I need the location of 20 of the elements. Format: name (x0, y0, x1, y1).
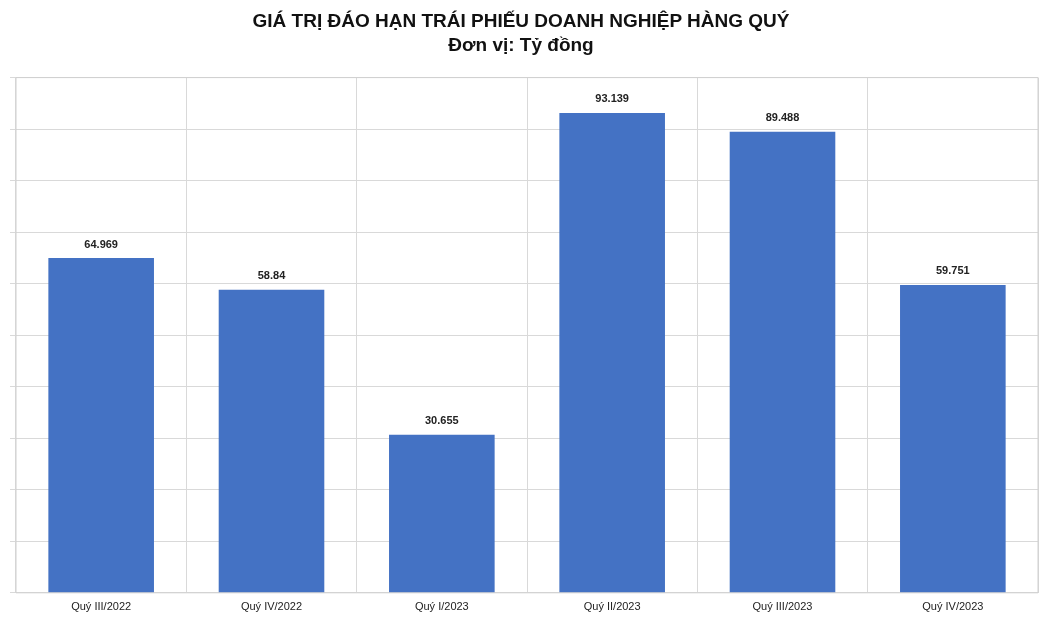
bar (729, 131, 836, 593)
data-label: 93.139 (595, 92, 629, 105)
data-label: 59.751 (936, 264, 970, 277)
x-tick-label: Quý I/2023 (414, 600, 469, 613)
chart-subtitle: Đơn vị: Tỷ đồng (448, 34, 594, 56)
bar (559, 112, 665, 593)
data-label: 89.488 (765, 111, 800, 124)
chart-title: GIÁ TRỊ ĐÁO HẠN TRÁI PHIẾU DOANH NGHIỆP HÀNG QUÝ (252, 9, 790, 31)
x-tick-label: Quý IV/2022 (240, 600, 303, 613)
bar (389, 434, 495, 593)
data-label: 64.969 (84, 237, 118, 250)
bar (48, 258, 154, 593)
bar (900, 284, 1006, 593)
data-label: 58.84 (257, 269, 287, 282)
x-tick-label: Quý II/2023 (583, 600, 641, 613)
data-label: 30.655 (425, 414, 459, 427)
bar (218, 289, 325, 593)
x-tick-label: Quý IV/2023 (922, 600, 984, 613)
x-tick-label: Quý III/2022 (71, 600, 132, 613)
x-tick-label: Quý III/2023 (752, 600, 813, 613)
